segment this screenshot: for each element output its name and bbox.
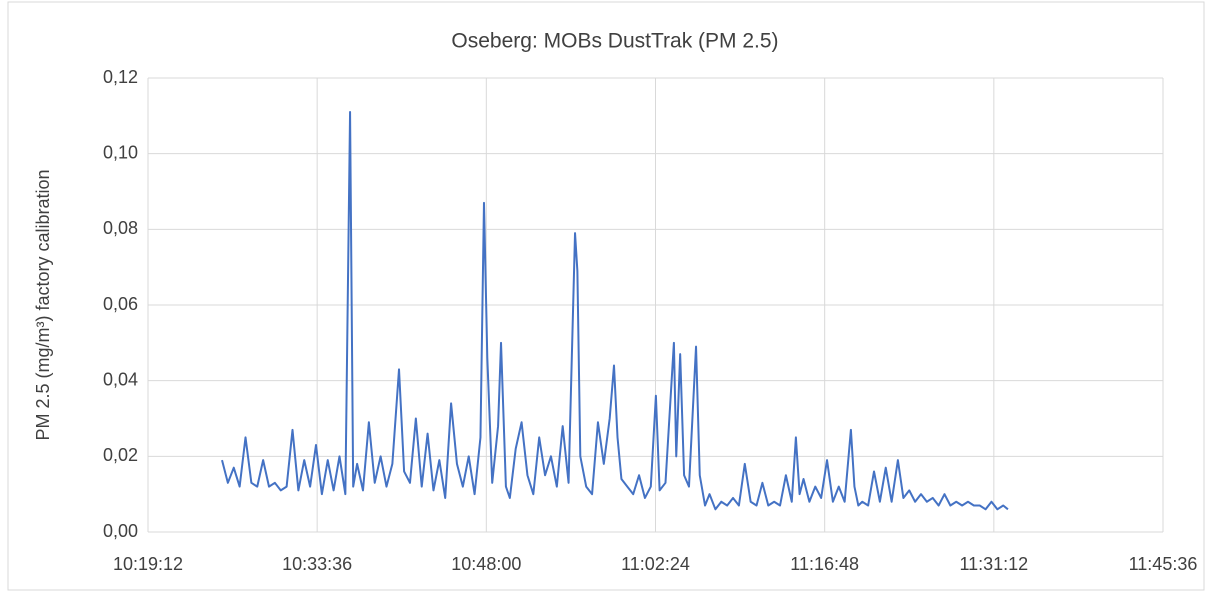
x-tick-label: 11:16:48 [790,554,859,574]
y-tick-label: 0,04 [103,369,138,389]
x-tick-label: 10:33:36 [282,554,352,574]
y-tick-label: 0,00 [103,521,138,541]
y-tick-label: 0,08 [103,218,138,238]
chart-frame [7,1,1205,591]
data-line [221,111,1009,511]
x-tick-label: 11:45:36 [1129,554,1198,574]
x-tick-label: 11:02:24 [621,554,690,574]
x-tick-label: 10:19:12 [113,554,183,574]
chart-title: Oseberg: MOBs DustTrak (PM 2.5) [451,30,778,53]
y-tick-label: 0,10 [103,142,138,162]
y-tick-label: 0,02 [103,445,138,465]
x-tick-label: 10:48:00 [451,554,521,574]
y-tick-label: 0,12 [103,67,138,87]
y-axis-label: PM 2.5 (mg/m³) factory calibration [33,169,53,440]
y-tick-label: 0,06 [103,294,138,314]
x-tick-label: 11:31:12 [959,554,1028,574]
